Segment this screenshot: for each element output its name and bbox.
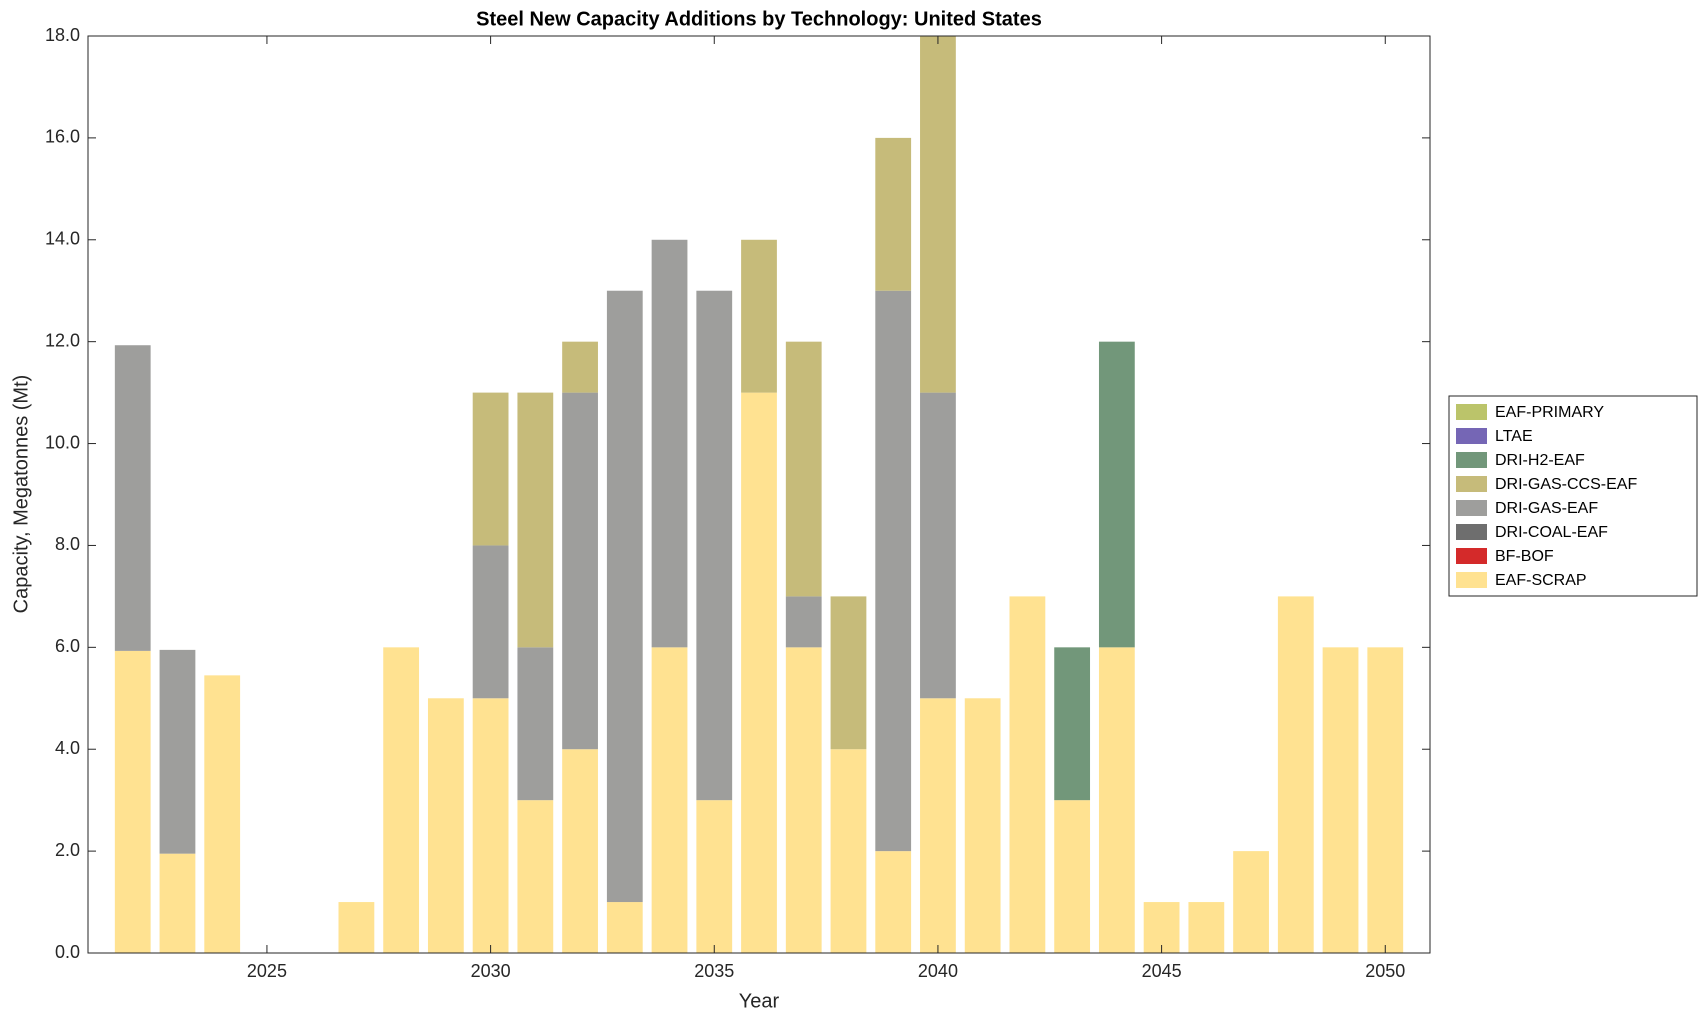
y-tick-label: 16.0	[45, 127, 80, 147]
bar-segment	[875, 851, 912, 953]
y-tick-label: 8.0	[55, 534, 80, 554]
bar-segment	[964, 698, 1001, 953]
y-tick-label: 12.0	[45, 330, 80, 350]
y-tick-label: 4.0	[55, 738, 80, 758]
y-tick-label: 0.0	[55, 942, 80, 962]
bar-segment	[696, 800, 733, 953]
legend-swatch	[1456, 524, 1487, 540]
bar-segment	[338, 902, 375, 953]
bar-segment	[920, 36, 956, 393]
bar-segment	[1277, 596, 1314, 953]
legend-label: EAF-PRIMARY	[1495, 404, 1604, 421]
y-axis-label: Capacity, Megatonnes (Mt)	[10, 375, 32, 614]
bar-segment	[1098, 647, 1135, 953]
bar-segment	[1098, 341, 1135, 648]
bar-segment	[562, 341, 598, 393]
bar-segment	[1143, 902, 1180, 953]
bar-segment	[1054, 647, 1091, 801]
bar-segment	[875, 290, 912, 852]
legend-label: EAF-SCRAP	[1495, 572, 1587, 589]
x-tick-label: 2035	[694, 961, 734, 981]
bar-segment	[830, 596, 867, 750]
bar-segment	[1322, 647, 1359, 953]
bar-segment	[472, 545, 509, 699]
bar-segment	[651, 647, 688, 953]
bar-segment	[696, 290, 733, 801]
legend-swatch	[1456, 452, 1487, 468]
bar-segment	[472, 698, 509, 953]
legend-label: DRI-GAS-EAF	[1495, 500, 1598, 517]
bar-segment	[920, 392, 956, 699]
bar-segment	[741, 392, 777, 954]
bar-segment	[1009, 596, 1046, 953]
axes-box	[87, 35, 1431, 954]
y-tick-label: 18.0	[45, 25, 80, 45]
bar-segment	[741, 239, 777, 393]
bar-segment	[159, 649, 196, 854]
x-axis-label: Year	[739, 990, 780, 1012]
legend-label: DRI-COAL-EAF	[1495, 524, 1608, 541]
bar-segment	[875, 137, 912, 291]
legend-swatch	[1456, 500, 1487, 516]
legend-box	[1448, 395, 1698, 597]
bar-segment	[1367, 647, 1404, 953]
bar-segment	[606, 290, 643, 903]
y-tick-label: 10.0	[45, 432, 80, 452]
legend-swatch	[1456, 428, 1487, 444]
y-tick-label: 14.0	[45, 229, 80, 249]
bar-segment	[651, 239, 688, 648]
bar-segment	[785, 596, 822, 648]
y-tick-label: 6.0	[55, 636, 80, 656]
legend-swatch	[1456, 548, 1487, 564]
bar-segment	[204, 675, 241, 953]
bar-segment	[114, 345, 151, 651]
bar-segment	[1188, 902, 1225, 953]
y-tick-label: 2.0	[55, 840, 80, 860]
legend-swatch	[1456, 476, 1487, 492]
x-tick-label: 2050	[1365, 961, 1405, 981]
bar-segment	[1054, 800, 1091, 953]
bar-segment	[606, 902, 643, 953]
bar-segment	[114, 650, 151, 953]
bar-segment	[472, 392, 509, 546]
legend-label: DRI-H2-EAF	[1495, 452, 1585, 469]
bar-segment	[562, 392, 598, 750]
bar-segment	[159, 853, 196, 953]
legend-label: DRI-GAS-CCS-EAF	[1495, 476, 1637, 493]
legend-swatch	[1456, 404, 1487, 420]
x-tick-label: 2025	[247, 961, 287, 981]
legend-swatch	[1456, 572, 1487, 588]
x-tick-label: 2045	[1142, 961, 1182, 981]
bar-segment	[1233, 851, 1269, 953]
x-tick-label: 2040	[918, 961, 958, 981]
bar-segment	[517, 647, 554, 801]
bar-segment	[562, 749, 598, 953]
bar-segment	[383, 647, 420, 953]
bar-segment	[517, 392, 554, 648]
bar-segment	[517, 800, 554, 953]
bar-segment	[785, 647, 822, 953]
bar-segment	[427, 698, 464, 953]
chart-title: Steel New Capacity Additions by Technolo…	[476, 8, 1042, 30]
x-tick-label: 2030	[471, 961, 511, 981]
legend-label: LTAE	[1495, 428, 1533, 445]
bar-segment	[920, 698, 956, 953]
bar-segment	[830, 749, 867, 953]
legend-label: BF-BOF	[1495, 548, 1554, 565]
bar-segment	[785, 341, 822, 597]
